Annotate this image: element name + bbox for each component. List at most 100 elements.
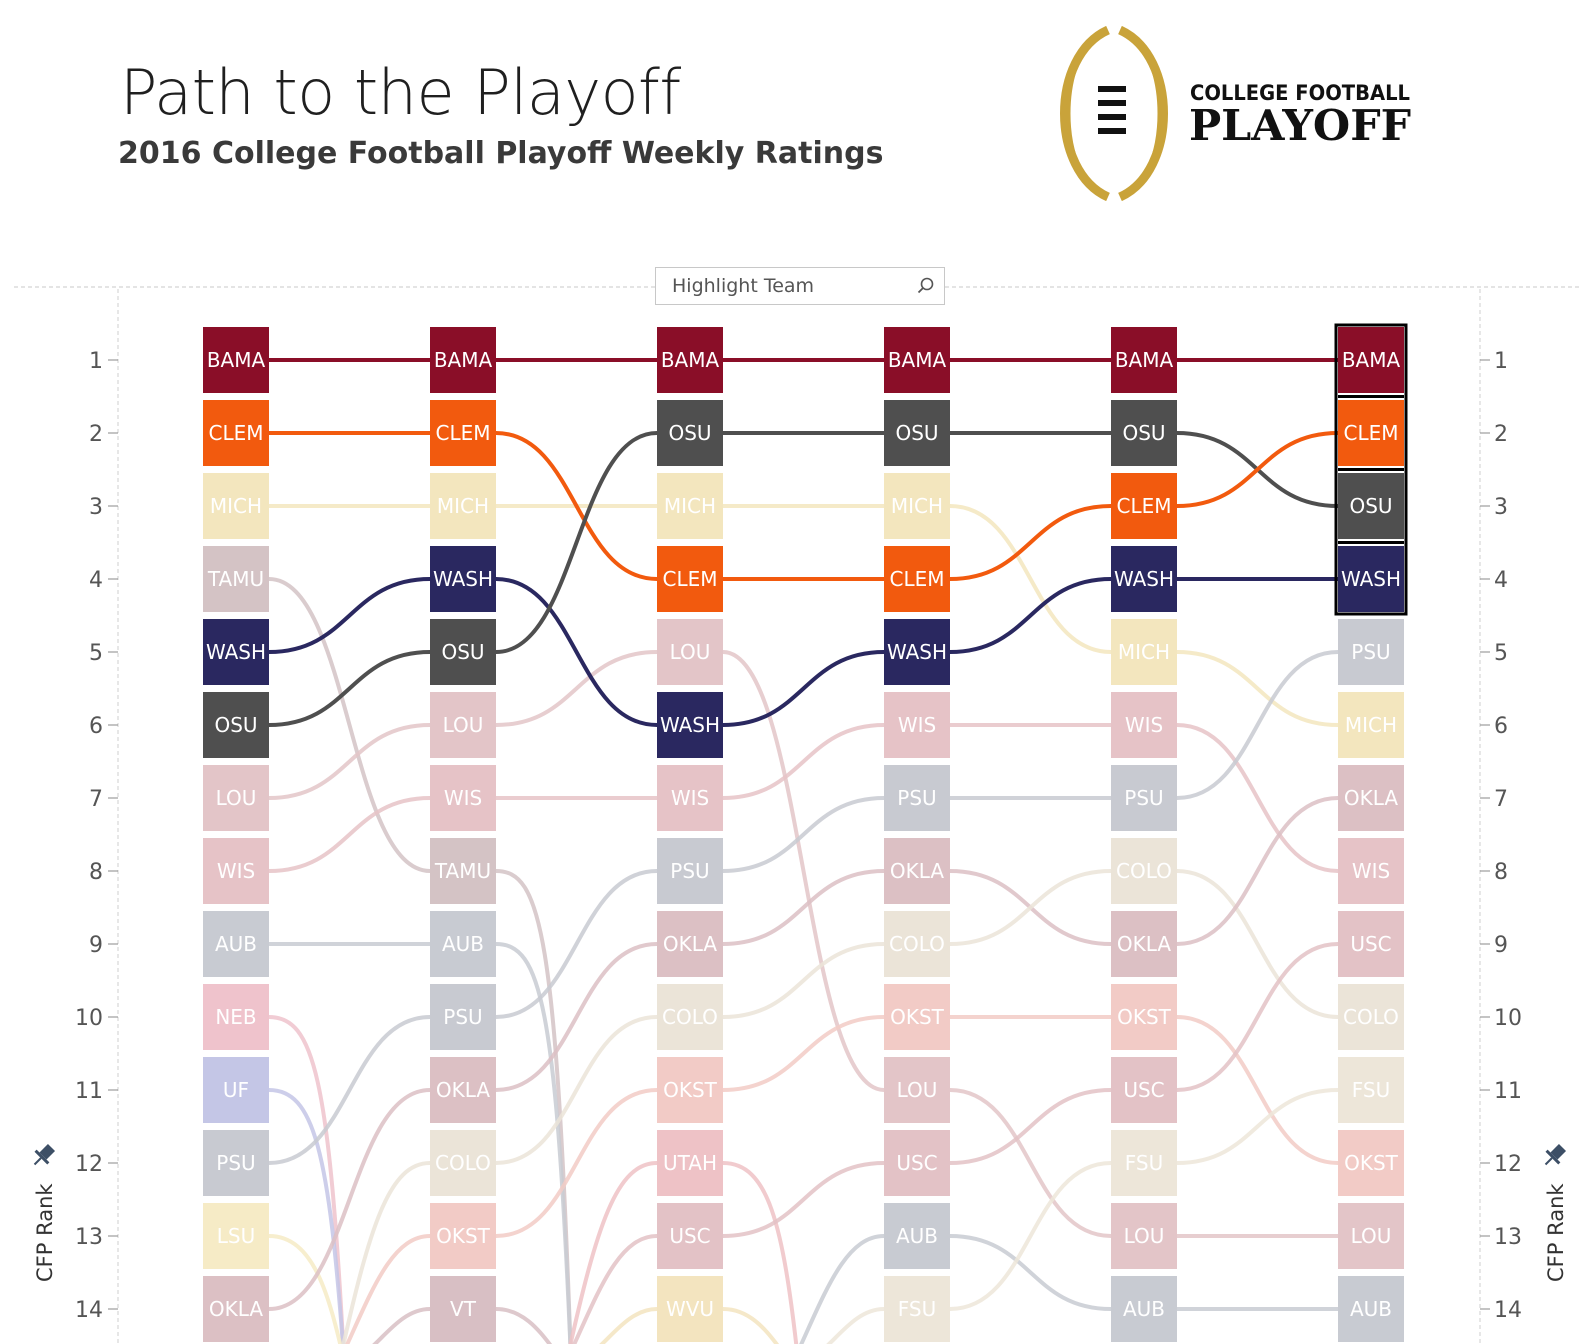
team-tile-aub[interactable]: AUB <box>203 911 269 977</box>
rank-line-uf[interactable] <box>268 1088 345 1344</box>
rank-line-aub[interactable] <box>495 942 573 1344</box>
rank-line-tamu[interactable] <box>495 869 573 1344</box>
rank-line-wash[interactable] <box>949 577 1112 654</box>
rank-line-colo[interactable] <box>949 869 1112 946</box>
team-tile-okla[interactable]: OKLA <box>657 911 723 977</box>
team-tile-aub[interactable]: AUB <box>884 1203 950 1269</box>
team-tile-mich[interactable]: MICH <box>1338 692 1404 758</box>
team-tile-lsu[interactable]: LSU <box>203 1203 269 1269</box>
team-tile-wis[interactable]: WIS <box>430 765 496 831</box>
rank-line-usc[interactable] <box>1176 942 1339 1092</box>
team-tile-clem[interactable]: CLEM <box>203 400 269 466</box>
highlight-team-input[interactable] <box>656 268 906 304</box>
rank-line-okst[interactable] <box>1176 1015 1339 1165</box>
team-tile-lou[interactable]: LOU <box>203 765 269 831</box>
rank-line-aub[interactable] <box>794 1234 885 1344</box>
team-tile-lou[interactable]: LOU <box>430 692 496 758</box>
team-tile-osu[interactable]: OSU <box>1338 473 1404 539</box>
team-tile-lou[interactable]: LOU <box>1338 1203 1404 1269</box>
rank-line-wvu[interactable] <box>567 1307 658 1344</box>
right-pin-icon[interactable] <box>1539 1141 1569 1171</box>
rank-line-usc[interactable] <box>722 1161 885 1238</box>
team-tile-fsu[interactable]: FSU <box>884 1276 950 1342</box>
rank-line-wash[interactable] <box>495 577 658 727</box>
team-tile-osu[interactable]: OSU <box>203 692 269 758</box>
rank-line-lou[interactable] <box>495 650 658 727</box>
rank-line-psu[interactable] <box>722 796 885 873</box>
rank-line-usc[interactable] <box>949 1088 1112 1165</box>
team-tile-mich[interactable]: MICH <box>203 473 269 539</box>
team-tile-wvu[interactable]: WVU <box>657 1276 723 1342</box>
team-tile-wash[interactable]: WASH <box>657 692 723 758</box>
team-tile-okst[interactable]: OKST <box>1338 1130 1404 1196</box>
rank-line-okla[interactable] <box>722 869 885 946</box>
team-tile-mich[interactable]: MICH <box>430 473 496 539</box>
rank-line-okst[interactable] <box>722 1015 885 1092</box>
team-tile-colo[interactable]: COLO <box>1338 984 1404 1050</box>
team-tile-mich[interactable]: MICH <box>1111 619 1177 685</box>
rank-line-wis[interactable] <box>1176 723 1339 873</box>
team-tile-usc[interactable]: USC <box>884 1130 950 1196</box>
team-tile-wis[interactable]: WIS <box>657 765 723 831</box>
rank-line-colo[interactable] <box>495 1015 658 1165</box>
rank-line-vt[interactable] <box>340 1307 431 1344</box>
team-tile-utah[interactable]: UTAH <box>657 1130 723 1196</box>
team-tile-neb[interactable]: NEB <box>203 984 269 1050</box>
team-tile-wash[interactable]: WASH <box>1338 546 1404 612</box>
rank-line-neb[interactable] <box>268 1015 346 1344</box>
team-tile-okla[interactable]: OKLA <box>203 1276 269 1342</box>
highlight-team-search[interactable] <box>655 267 945 305</box>
left-pin-icon[interactable] <box>28 1141 58 1171</box>
team-tile-colo[interactable]: COLO <box>657 984 723 1050</box>
team-tile-wash[interactable]: WASH <box>430 546 496 612</box>
team-tile-clem[interactable]: CLEM <box>657 546 723 612</box>
team-tile-aub[interactable]: AUB <box>1338 1276 1404 1342</box>
rank-line-wash[interactable] <box>268 577 431 654</box>
team-tile-osu[interactable]: OSU <box>657 400 723 466</box>
rank-line-psu[interactable] <box>1176 650 1339 800</box>
rank-line-osu[interactable] <box>495 431 658 654</box>
team-tile-usc[interactable]: USC <box>657 1203 723 1269</box>
team-tile-okst[interactable]: OKST <box>657 1057 723 1123</box>
search-icon[interactable] <box>916 276 936 296</box>
team-tile-aub[interactable]: AUB <box>430 911 496 977</box>
team-tile-psu[interactable]: PSU <box>657 838 723 904</box>
team-tile-colo[interactable]: COLO <box>884 911 950 977</box>
team-tile-wis[interactable]: WIS <box>884 692 950 758</box>
team-tile-bama[interactable]: BAMA <box>1338 327 1404 393</box>
team-tile-vt[interactable]: VT <box>430 1276 496 1342</box>
rank-line-wash[interactable] <box>722 650 885 727</box>
rank-line-okla[interactable] <box>495 942 658 1092</box>
team-tile-mich[interactable]: MICH <box>884 473 950 539</box>
team-tile-colo[interactable]: COLO <box>1111 838 1177 904</box>
rank-line-colo[interactable] <box>340 1161 431 1344</box>
team-tile-okla[interactable]: OKLA <box>1338 765 1404 831</box>
team-tile-lou[interactable]: LOU <box>884 1057 950 1123</box>
team-tile-okla[interactable]: OKLA <box>1111 911 1177 977</box>
team-tile-wash[interactable]: WASH <box>203 619 269 685</box>
rank-line-clem[interactable] <box>1176 431 1339 508</box>
rank-line-vt[interactable] <box>495 1307 571 1344</box>
team-tile-okla[interactable]: OKLA <box>884 838 950 904</box>
team-tile-bama[interactable]: BAMA <box>203 327 269 393</box>
rank-line-okst[interactable] <box>340 1234 431 1344</box>
rank-line-utah[interactable] <box>722 1161 799 1344</box>
team-tile-psu[interactable]: PSU <box>1338 619 1404 685</box>
team-tile-tamu[interactable]: TAMU <box>430 838 496 904</box>
rank-line-utah[interactable] <box>567 1161 658 1344</box>
rank-line-wis[interactable] <box>722 723 885 800</box>
team-tile-okst[interactable]: OKST <box>430 1203 496 1269</box>
rank-line-osu[interactable] <box>268 650 431 727</box>
team-tile-clem[interactable]: CLEM <box>1111 473 1177 539</box>
rank-line-wvu[interactable] <box>722 1307 798 1344</box>
rank-line-lou[interactable] <box>949 1088 1112 1238</box>
rank-line-okla[interactable] <box>268 1088 431 1311</box>
team-tile-lou[interactable]: LOU <box>1111 1203 1177 1269</box>
team-tile-fsu[interactable]: FSU <box>1111 1130 1177 1196</box>
team-tile-aub[interactable]: AUB <box>1111 1276 1177 1342</box>
rank-line-lou[interactable] <box>268 723 431 800</box>
team-tile-lou[interactable]: LOU <box>657 619 723 685</box>
team-tile-psu[interactable]: PSU <box>203 1130 269 1196</box>
team-tile-mich[interactable]: MICH <box>657 473 723 539</box>
team-tile-wis[interactable]: WIS <box>203 838 269 904</box>
